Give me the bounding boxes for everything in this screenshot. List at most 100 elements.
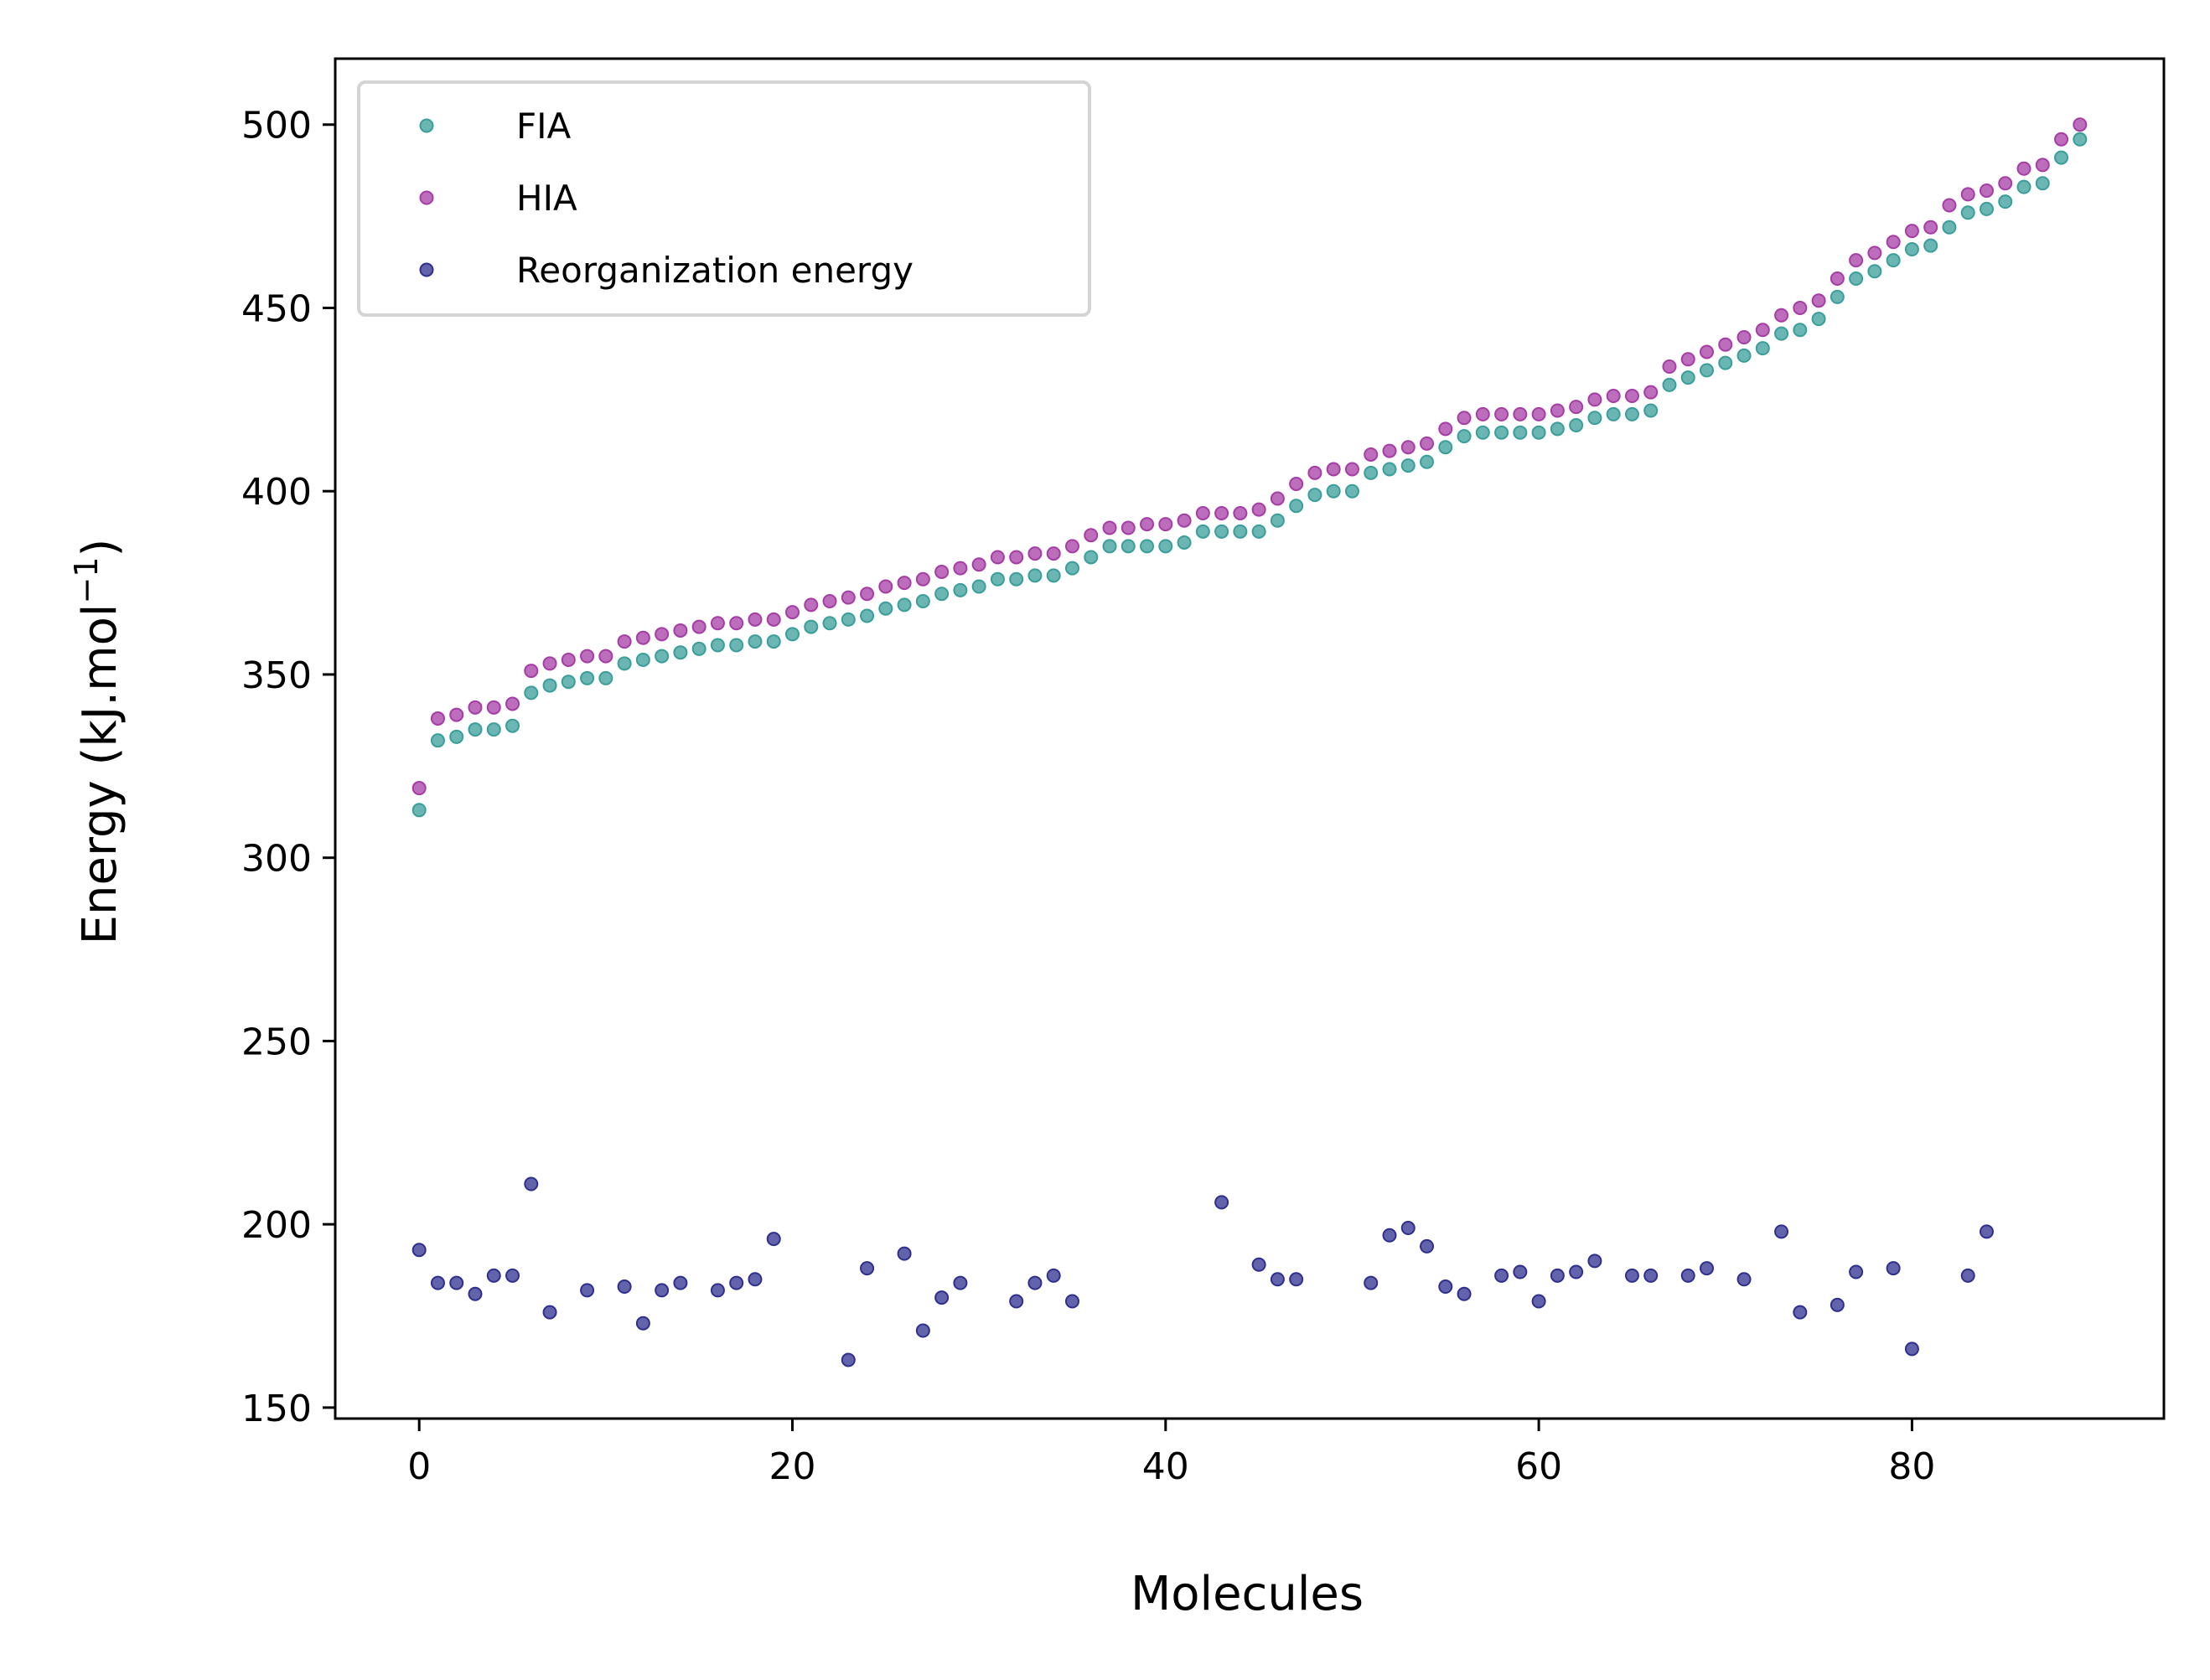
point-fia — [673, 645, 688, 660]
point-reorganization — [1494, 1268, 1509, 1283]
point-hia — [804, 597, 819, 613]
point-reorganization — [1214, 1195, 1229, 1210]
point-fia — [505, 718, 520, 733]
point-reorganization — [1643, 1268, 1659, 1283]
point-fia — [1550, 421, 1565, 437]
point-fia — [691, 641, 706, 656]
point-hia — [1624, 388, 1639, 403]
point-reorganization — [1531, 1294, 1546, 1309]
point-fia — [2016, 179, 2031, 194]
point-hia — [486, 700, 501, 715]
point-fia — [1680, 370, 1695, 385]
point-hia — [1400, 440, 1416, 455]
point-fia — [1438, 440, 1453, 455]
point-reorganization — [1513, 1264, 1528, 1279]
point-reorganization — [1979, 1224, 1994, 1239]
point-fia — [822, 616, 837, 631]
point-reorganization — [1400, 1221, 1416, 1236]
point-reorganization — [1289, 1272, 1304, 1287]
point-hia — [1270, 491, 1285, 506]
point-fia — [1849, 271, 1864, 286]
point-hia — [1774, 308, 1789, 323]
point-hia — [710, 616, 725, 631]
point-fia — [953, 582, 968, 597]
point-hia — [990, 550, 1005, 565]
point-hia — [785, 605, 800, 620]
point-hia — [934, 564, 950, 579]
point-hia — [691, 619, 706, 634]
point-fia — [729, 638, 744, 653]
point-hia — [1457, 411, 1472, 426]
point-hia — [1531, 406, 1546, 421]
point-reorganization — [1009, 1294, 1024, 1309]
point-fia — [1979, 201, 1994, 216]
point-hia — [2054, 132, 2069, 147]
point-reorganization — [860, 1261, 875, 1276]
point-reorganization — [748, 1272, 763, 1287]
point-reorganization — [1420, 1238, 1435, 1254]
point-reorganization — [524, 1176, 539, 1192]
point-fia — [1755, 341, 1770, 356]
point-reorganization — [1046, 1268, 1061, 1283]
point-fia — [468, 722, 483, 737]
x-tick-label: 0 — [407, 1445, 431, 1488]
point-fia — [1307, 488, 1322, 503]
x-tick-label: 40 — [1142, 1445, 1189, 1488]
point-fia — [1009, 571, 1024, 587]
point-hia — [1027, 546, 1043, 561]
point-fia — [1214, 524, 1229, 539]
point-fia — [542, 678, 557, 693]
point-fia — [1400, 458, 1416, 473]
point-fia — [1886, 253, 1901, 268]
point-fia — [635, 652, 650, 667]
point-hia — [1140, 517, 1155, 532]
point-fia — [580, 670, 595, 685]
point-hia — [1177, 513, 1192, 528]
point-hia — [897, 576, 912, 591]
point-fia — [1289, 499, 1304, 514]
legend-box — [357, 80, 1091, 317]
point-fia — [411, 803, 427, 818]
point-hia — [542, 656, 557, 671]
point-reorganization — [1457, 1286, 1472, 1301]
point-reorganization — [1849, 1264, 1864, 1279]
point-hia — [1755, 323, 1770, 338]
point-fia — [486, 722, 501, 737]
point-hia — [1811, 293, 1826, 308]
point-hia — [411, 781, 427, 796]
point-reorganization — [1886, 1261, 1901, 1276]
point-fia — [1457, 429, 1472, 444]
point-hia — [1121, 520, 1136, 535]
point-reorganization — [486, 1268, 501, 1283]
y-tick-label: 350 — [241, 654, 312, 697]
y-tick-label: 200 — [241, 1204, 312, 1247]
point-fia — [1084, 550, 1099, 565]
point-hia — [1158, 517, 1173, 532]
point-fia — [785, 627, 800, 642]
point-reorganization — [1793, 1305, 1808, 1320]
legend-label-hia: HIA — [516, 178, 577, 219]
point-reorganization — [1550, 1268, 1565, 1283]
point-fia — [1475, 425, 1490, 440]
point-fia — [1960, 205, 1975, 220]
point-hia — [1960, 187, 1975, 202]
point-reorganization — [1027, 1275, 1043, 1290]
point-fia — [1774, 326, 1789, 341]
point-fia — [1195, 524, 1210, 539]
point-hia — [635, 630, 650, 645]
y-axis-label-superscript: −1 — [68, 557, 105, 604]
point-reorganization — [953, 1275, 968, 1290]
point-fia — [1344, 483, 1359, 499]
y-axis-label-close: ) — [73, 539, 127, 557]
legend: FIA HIA Reorganization energy — [357, 80, 1091, 317]
point-fia — [1382, 462, 1397, 477]
point-fia — [748, 634, 763, 649]
point-reorganization — [1774, 1224, 1789, 1239]
point-reorganization — [580, 1283, 595, 1298]
point-reorganization — [710, 1283, 725, 1298]
point-fia — [2073, 132, 2088, 147]
y-tick-label: 150 — [241, 1388, 312, 1430]
point-hia — [860, 587, 875, 602]
point-reorganization — [655, 1283, 670, 1298]
